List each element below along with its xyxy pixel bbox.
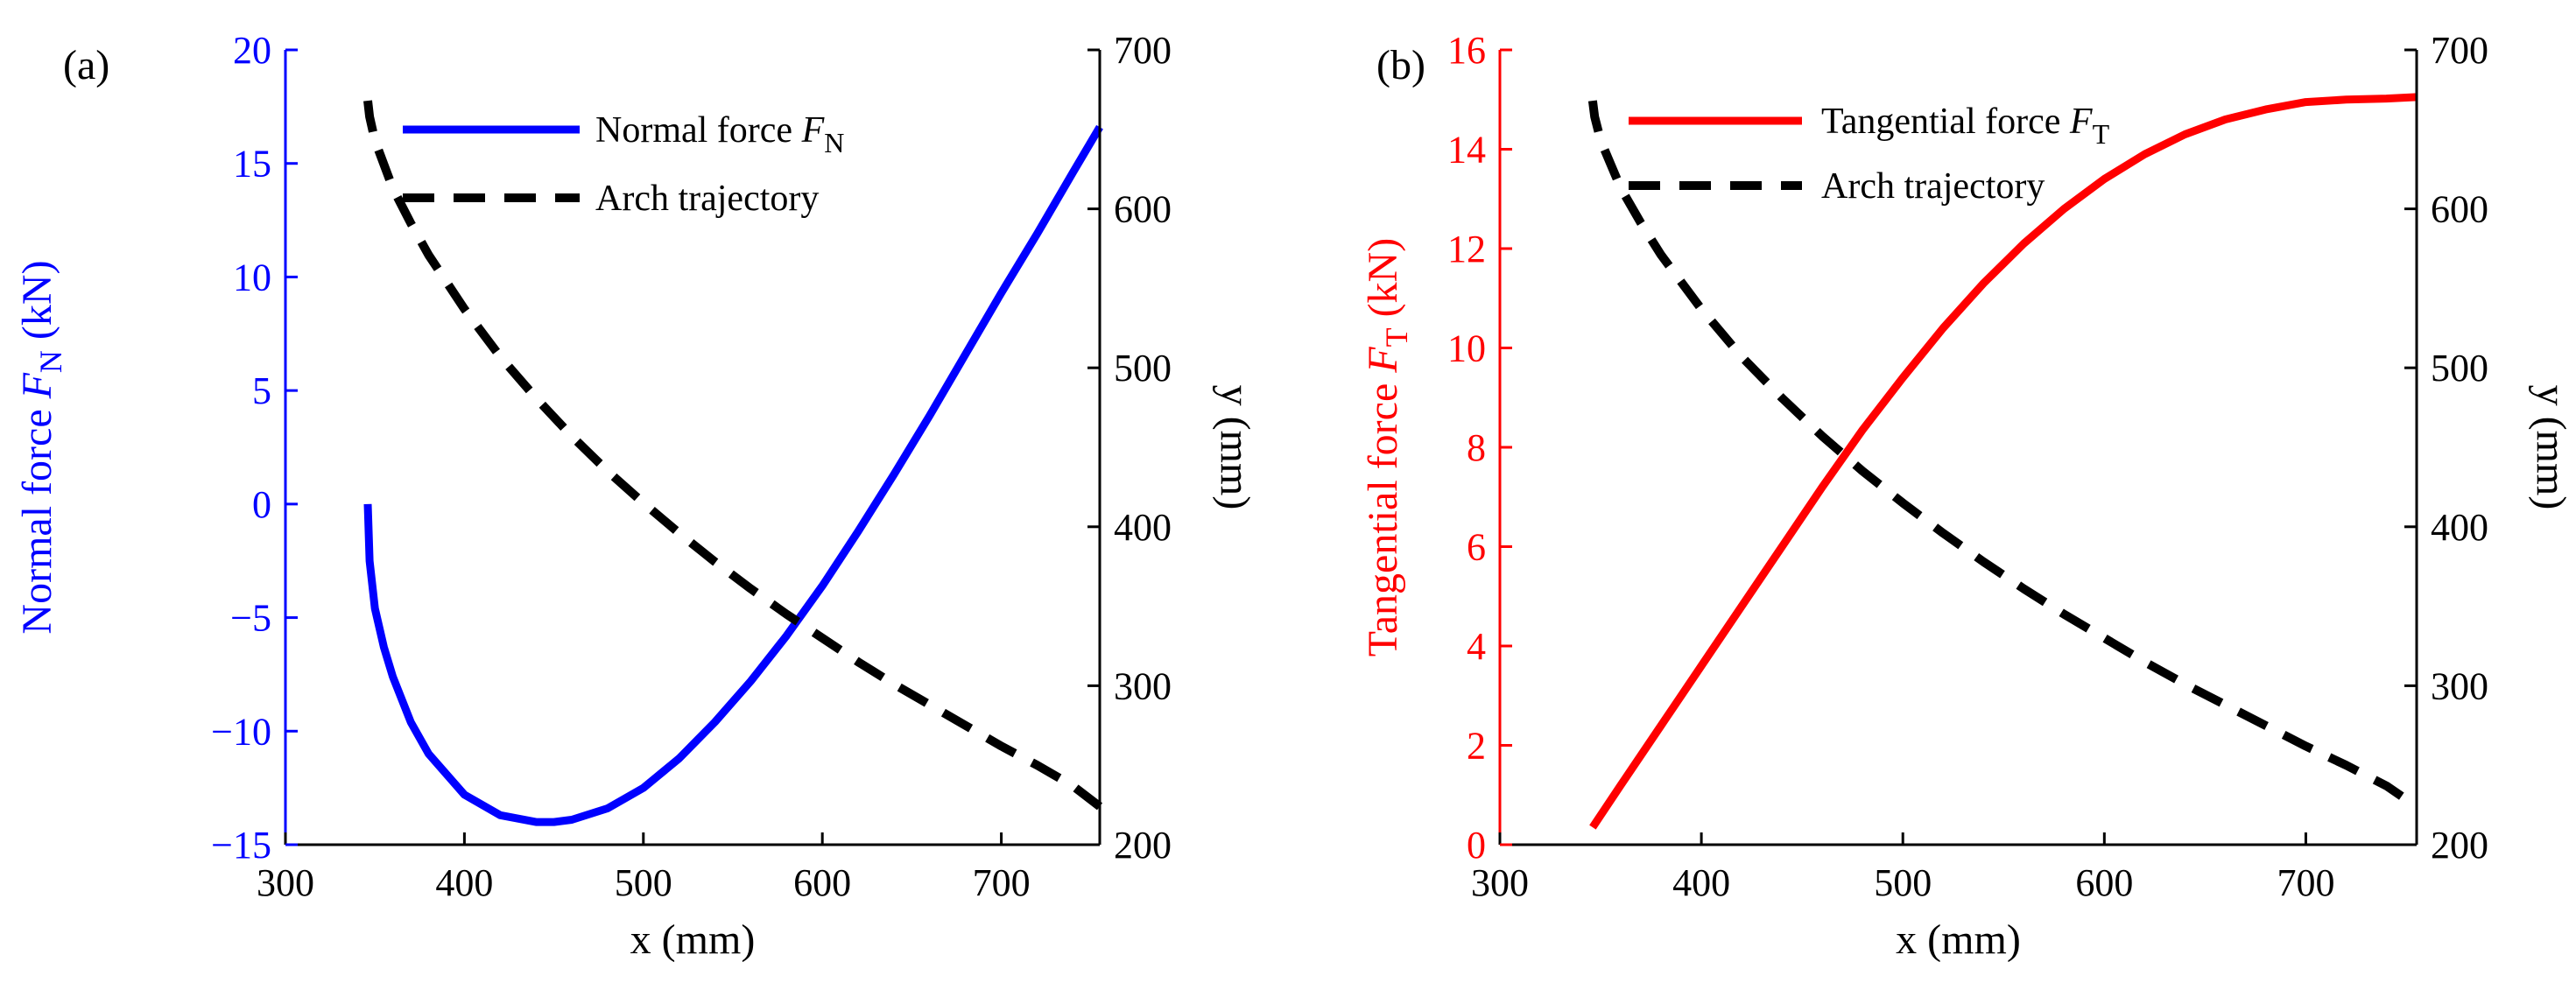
left-y-tick-label: 20 <box>233 29 271 72</box>
right-y-tick-label: 400 <box>1114 506 1172 549</box>
panel-label: (b) <box>1376 42 1425 88</box>
left-y-tick-label: 5 <box>252 369 271 412</box>
x-axis-label: x (mm) <box>1896 916 2021 963</box>
right-y-tick-label: 200 <box>2431 824 2488 867</box>
x-tick-label: 400 <box>435 861 493 904</box>
right-y-axis-label: y (mm) <box>1212 385 1258 510</box>
left-y-tick-label: 0 <box>252 483 271 526</box>
left-y-tick-label: −15 <box>211 824 271 867</box>
right-y-tick-label: 600 <box>2431 188 2488 231</box>
left-y-tick-label: 8 <box>1467 426 1486 469</box>
right-y-tick-label: 600 <box>1114 188 1172 231</box>
left-y-tick-label: 10 <box>1447 327 1486 370</box>
panel-b: 300 400 500 600 700 0 2 4 6 8 10 12 14 16 200 300 400 500… <box>1360 29 2574 963</box>
legend-label: Arch trajectory <box>1821 166 2045 207</box>
left-y-tick-label: 14 <box>1447 129 1486 172</box>
legend-label: Normal force FN <box>595 110 844 158</box>
right-y-tick-label: 300 <box>1114 664 1172 707</box>
right-y-tick-label: 500 <box>1114 347 1172 390</box>
x-tick-label: 500 <box>615 861 672 904</box>
x-tick-label: 700 <box>973 861 1031 904</box>
left-y-tick-label: −5 <box>230 597 271 640</box>
left-y-tick-label: 4 <box>1467 625 1486 668</box>
left-y-axis-label: Normal force FN (kN) <box>14 260 68 634</box>
left-y-tick-label: 15 <box>233 143 271 186</box>
left-y-tick-label: −10 <box>211 710 271 753</box>
right-y-tick-label: 500 <box>2431 347 2488 390</box>
x-tick-label: 400 <box>1672 861 1730 904</box>
left-y-tick-label: 6 <box>1467 526 1486 569</box>
right-y-tick-label: 700 <box>2431 29 2488 72</box>
x-tick-label: 700 <box>2277 861 2334 904</box>
panel-label: (a) <box>63 42 109 88</box>
left-y-tick-label: 16 <box>1447 29 1486 72</box>
left-y-tick-label: 2 <box>1467 725 1486 768</box>
force-line <box>1589 93 2418 830</box>
left-y-tick-label: 10 <box>233 256 271 298</box>
left-y-tick-label: 12 <box>1447 228 1486 270</box>
x-tick-label: 600 <box>2075 861 2133 904</box>
right-y-axis-label: y (mm) <box>2528 385 2574 510</box>
legend-label: Arch trajectory <box>595 179 819 219</box>
left-y-tick-label: 0 <box>1467 824 1486 867</box>
right-y-tick-label: 200 <box>1114 824 1172 867</box>
left-y-axis-label: Tangential force FT (kN) <box>1360 238 1414 656</box>
legend-label: Tangential force FT <box>1821 102 2110 150</box>
right-y-tick-label: 400 <box>2431 506 2488 549</box>
arch-trajectory-line <box>1587 100 2419 811</box>
right-y-tick-label: 300 <box>2431 664 2488 707</box>
right-y-tick-label: 700 <box>1114 29 1172 72</box>
x-axis-label: x (mm) <box>630 916 756 963</box>
x-tick-label: 300 <box>1471 861 1529 904</box>
force-line <box>363 124 1103 826</box>
arch-trajectory-line <box>363 100 1103 811</box>
x-tick-label: 600 <box>793 861 851 904</box>
x-tick-label: 300 <box>257 861 314 904</box>
panel-a: 300 400 500 600 700 −15 −10 −5 0 5 10 15 20 200 300 400… <box>14 29 1258 963</box>
x-tick-label: 500 <box>1874 861 1932 904</box>
